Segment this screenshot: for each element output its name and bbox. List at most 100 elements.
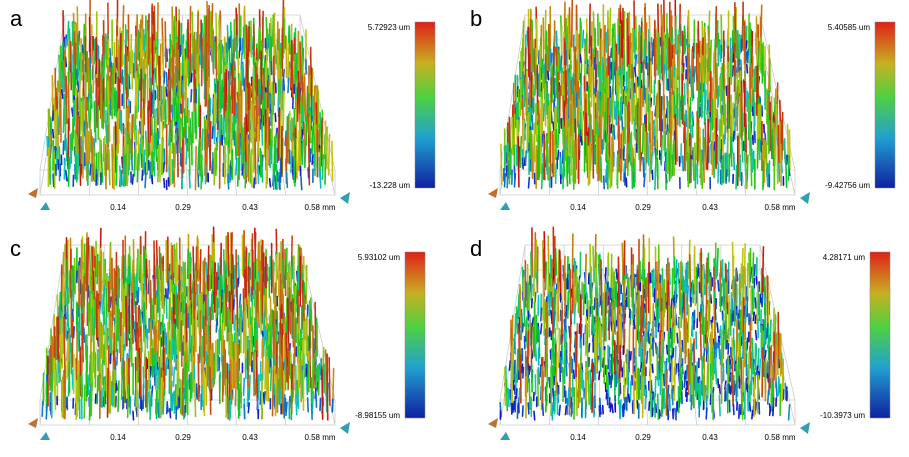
spike xyxy=(198,147,199,173)
spike xyxy=(309,137,310,185)
spike xyxy=(536,104,537,142)
spike xyxy=(65,395,66,418)
spike xyxy=(292,51,293,98)
surface xyxy=(500,227,789,420)
spike xyxy=(214,148,215,184)
spike xyxy=(150,367,151,377)
spike xyxy=(282,369,283,414)
spike xyxy=(616,269,617,279)
spike xyxy=(78,81,79,91)
spike xyxy=(654,269,655,288)
spike xyxy=(188,60,189,86)
spike xyxy=(294,160,295,186)
spike xyxy=(204,317,205,364)
spike xyxy=(733,66,734,76)
spike xyxy=(234,311,235,330)
spike xyxy=(650,62,651,102)
spike xyxy=(567,131,568,150)
spike xyxy=(722,115,723,155)
spike xyxy=(718,44,719,66)
spike xyxy=(312,404,313,419)
spike xyxy=(304,77,305,121)
spike xyxy=(185,406,186,417)
spike xyxy=(67,339,68,379)
spike xyxy=(326,131,327,169)
spike xyxy=(747,65,748,73)
spike xyxy=(244,25,245,58)
spike xyxy=(163,390,164,414)
spike xyxy=(251,149,252,187)
spike xyxy=(635,84,636,93)
axis-icon xyxy=(40,202,50,210)
spike xyxy=(69,369,70,395)
spike xyxy=(737,33,738,77)
spike xyxy=(70,150,71,169)
spike xyxy=(74,327,75,338)
spike xyxy=(533,136,534,172)
spike xyxy=(248,403,249,413)
spike xyxy=(146,32,147,68)
spike xyxy=(299,130,300,170)
spike xyxy=(247,388,248,407)
spike xyxy=(249,137,250,181)
spike xyxy=(260,392,261,405)
spike xyxy=(686,56,687,67)
x-tick-label: 0.14 xyxy=(570,203,586,212)
spike xyxy=(164,71,165,83)
spike xyxy=(709,48,710,80)
spike xyxy=(80,136,81,185)
spike xyxy=(132,175,133,184)
spike xyxy=(166,336,167,353)
axis-icon xyxy=(488,188,498,198)
spike xyxy=(191,90,192,102)
spike xyxy=(229,165,230,182)
spike xyxy=(535,70,536,95)
spike xyxy=(593,247,594,282)
spike xyxy=(515,75,516,101)
spike xyxy=(204,56,205,83)
spike xyxy=(290,288,291,334)
spike xyxy=(153,94,154,118)
spike xyxy=(102,295,103,314)
spike xyxy=(576,270,577,306)
spike xyxy=(239,390,240,418)
spike xyxy=(715,299,716,309)
spike xyxy=(518,137,519,187)
spike xyxy=(124,164,125,186)
spike xyxy=(708,120,709,170)
spike xyxy=(134,150,135,176)
spike xyxy=(117,350,118,365)
spike xyxy=(180,63,181,104)
spike xyxy=(632,163,633,189)
spike xyxy=(223,295,224,325)
spike xyxy=(90,164,91,175)
spike xyxy=(210,122,211,170)
spike xyxy=(215,42,216,68)
spike xyxy=(190,373,191,402)
spike xyxy=(758,104,759,142)
spike xyxy=(316,393,317,407)
spike xyxy=(635,119,636,140)
spike xyxy=(743,267,744,302)
spike xyxy=(97,255,98,284)
spike xyxy=(116,157,117,185)
spike xyxy=(589,4,590,53)
spike xyxy=(205,60,206,106)
spike xyxy=(132,155,133,169)
spike xyxy=(296,395,297,414)
axis-icon xyxy=(340,422,350,434)
spike xyxy=(129,359,130,407)
spike xyxy=(228,233,229,281)
spike xyxy=(738,59,739,71)
spike xyxy=(133,411,134,419)
spike xyxy=(275,113,276,121)
spike xyxy=(63,375,64,419)
spike xyxy=(273,260,274,303)
spike xyxy=(207,19,208,47)
spike xyxy=(749,14,750,48)
spike xyxy=(286,402,287,415)
spike xyxy=(720,41,721,61)
spike xyxy=(101,94,102,127)
spike xyxy=(88,303,89,335)
spike xyxy=(154,152,155,175)
